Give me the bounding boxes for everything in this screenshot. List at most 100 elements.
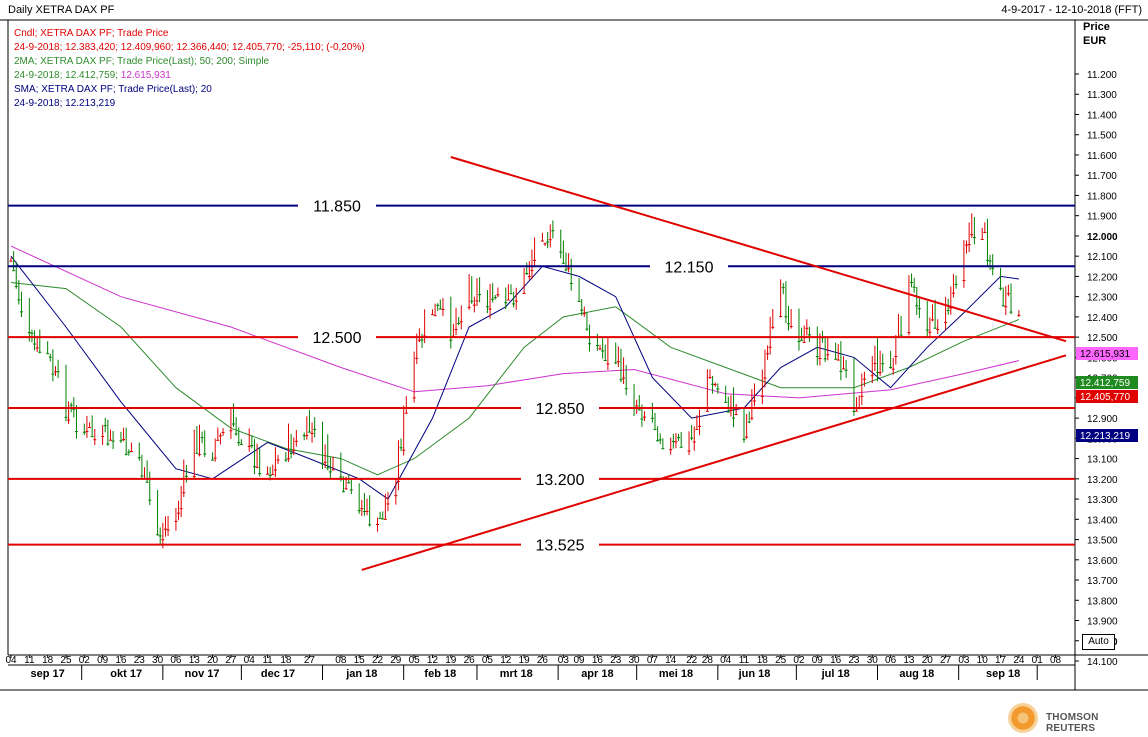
candle-down (475, 300, 479, 302)
candle-up (103, 425, 107, 427)
level-label: 11.850 (313, 199, 361, 216)
x-tick-label: 26 (537, 655, 549, 666)
candle-down (218, 435, 222, 437)
thomson-reuters-logo-icon (1008, 703, 1038, 733)
candle-up (661, 448, 665, 450)
candle-up (470, 300, 474, 302)
candle-down (750, 417, 754, 419)
candle-up (732, 417, 736, 419)
candle-up (784, 316, 788, 318)
candle-down (802, 341, 806, 343)
y-tick-label: 12.500 (1087, 333, 1118, 344)
month-label: dec 17 (261, 668, 295, 680)
level-label: 12.500 (313, 330, 362, 347)
candle-down (944, 321, 948, 323)
candle-down (870, 375, 874, 377)
candle-down (441, 308, 445, 310)
candle-up (917, 308, 921, 310)
candle-down (365, 510, 369, 512)
candle-up (368, 524, 372, 526)
candle-down (598, 348, 602, 350)
candle-down (760, 396, 764, 398)
candle-down (891, 368, 895, 370)
candle-up (614, 362, 618, 364)
candle-up (807, 334, 811, 336)
x-tick-label: 20 (207, 655, 219, 666)
candle-up (349, 489, 353, 491)
legend-ma50-value: 24-9-2018; 12.412,759; (14, 70, 121, 81)
candle-down (713, 384, 717, 386)
candle-up (140, 475, 144, 477)
candle-up (561, 262, 565, 264)
candle-up (156, 534, 160, 536)
candle-down (930, 319, 934, 321)
candle-up (834, 358, 838, 360)
candle-up (1001, 305, 1005, 307)
candle-down (674, 441, 678, 443)
candle-up (491, 298, 495, 300)
candle-down (506, 299, 510, 301)
y-tick-label: 13.200 (1087, 475, 1118, 486)
candle-down (229, 430, 233, 432)
x-tick-label: 17 (995, 655, 1007, 666)
candle-down (276, 459, 280, 461)
candle-up (111, 440, 115, 442)
candle-up (106, 443, 110, 445)
legend: Cndl; XETRA DAX PF; Trade Price 24-9-201… (14, 27, 365, 111)
candle-down (174, 520, 178, 522)
candle-up (436, 304, 440, 306)
y-tick-label: 11.800 (1087, 191, 1117, 202)
last-value-box (1076, 376, 1138, 389)
candle-up (925, 329, 929, 331)
candle-up (915, 305, 919, 307)
month-label: jul 18 (821, 668, 850, 680)
candle-up (815, 356, 819, 358)
month-label: mrt 18 (500, 668, 533, 680)
month-label: sep 17 (31, 668, 65, 680)
candle-down (404, 412, 408, 414)
x-tick-label: 05 (482, 655, 494, 666)
y-tick-label: 12.400 (1087, 313, 1118, 324)
candle-up (237, 442, 241, 444)
chart-title: Daily XETRA DAX PF (8, 4, 115, 16)
candle-down (292, 450, 296, 452)
candle-up (27, 332, 31, 334)
candle-up (637, 409, 641, 411)
candle-down (85, 430, 89, 432)
candle-down (873, 362, 877, 364)
candle-up (656, 440, 660, 442)
candle-up (357, 510, 361, 512)
candle-down (433, 315, 437, 317)
candle-down (622, 377, 626, 379)
candle-down (530, 270, 534, 272)
candle-down (467, 306, 471, 308)
candle-down (708, 377, 712, 379)
candle-up (653, 429, 657, 431)
last-value-box (1076, 347, 1138, 360)
x-tick-label: 11 (262, 655, 273, 666)
auto-scale-button[interactable]: Auto (1082, 634, 1115, 650)
candle-up (56, 371, 60, 373)
candle-down (213, 457, 217, 459)
candle-up (252, 466, 256, 468)
x-tick-label: 12 (427, 655, 439, 666)
candle-down (323, 461, 327, 463)
candle-up (420, 339, 424, 341)
candle-up (972, 237, 976, 239)
candle-down (197, 454, 201, 456)
candle-up (211, 459, 215, 461)
candle-up (852, 410, 856, 412)
candle-down (697, 425, 701, 427)
candle-up (603, 359, 607, 361)
candle-down (951, 292, 955, 294)
candle-down (54, 371, 58, 373)
candle-up (485, 306, 489, 308)
x-tick-label: 25 (60, 655, 72, 666)
candle-up (72, 408, 76, 410)
x-tick-label: 11 (24, 655, 35, 666)
candle-down (548, 239, 552, 241)
candle-up (438, 308, 442, 310)
candle-down (967, 244, 971, 246)
